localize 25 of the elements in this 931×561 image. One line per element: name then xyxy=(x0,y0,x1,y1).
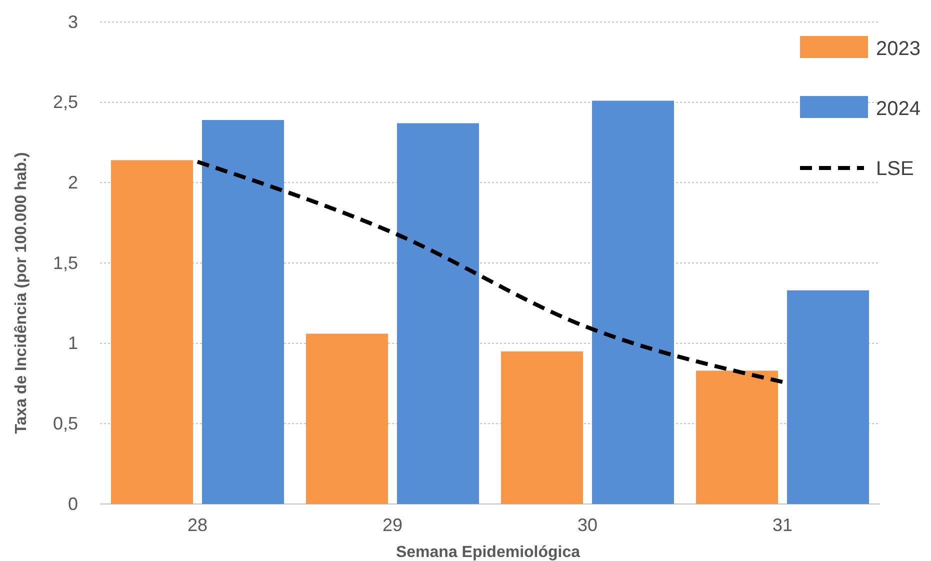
x-tick-label: 28 xyxy=(187,514,208,535)
legend-label: 2024 xyxy=(876,98,920,120)
x-axis-title: Semana Epidemiológica xyxy=(396,544,580,561)
y-tick-label: 0,5 xyxy=(52,413,78,434)
bar xyxy=(306,334,388,504)
y-tick-label: 3 xyxy=(68,12,78,32)
bar xyxy=(397,123,479,504)
bar xyxy=(696,370,778,504)
y-tick-label: 2,5 xyxy=(52,92,78,112)
y-tick-label: 0 xyxy=(68,494,78,514)
y-tick-label: 2 xyxy=(68,172,78,192)
y-axis-title: Taxa de Incidência (por 100.000 hab.) xyxy=(13,152,30,434)
legend-label: LSE xyxy=(876,158,914,180)
bar xyxy=(501,351,583,504)
legend-label: 2023 xyxy=(876,38,920,60)
bar xyxy=(592,100,674,504)
x-tick-label: 29 xyxy=(382,514,403,535)
x-tick-label: 31 xyxy=(772,514,793,535)
y-tick-label: 1 xyxy=(68,333,78,354)
bar xyxy=(787,290,869,504)
y-tick-label: 1,5 xyxy=(52,252,78,273)
line-series xyxy=(196,160,784,384)
bar xyxy=(111,160,193,504)
bar xyxy=(202,120,284,504)
x-tick-label: 30 xyxy=(577,514,598,535)
